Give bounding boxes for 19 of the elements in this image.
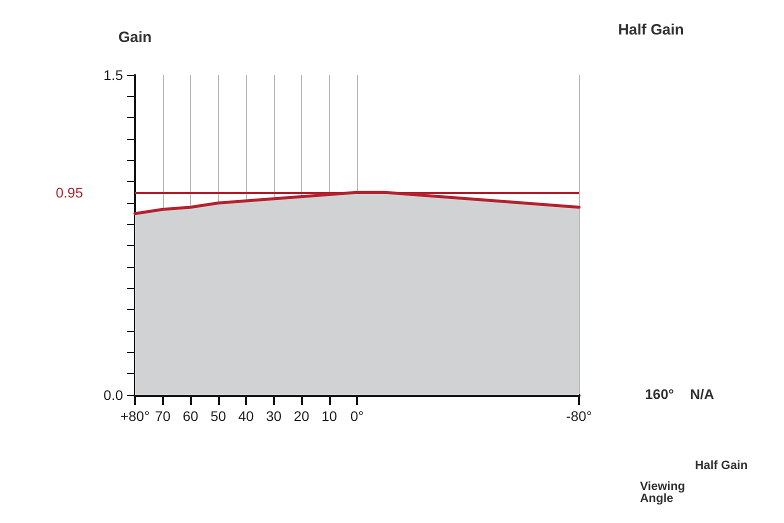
text: Viewing Angle — [640, 479, 688, 505]
x-tick-label: 50 — [210, 408, 226, 424]
x-tick-label: 60 — [182, 408, 198, 424]
x-tick-label: 30 — [266, 408, 282, 424]
text: N/A — [690, 386, 714, 402]
text: Half Gain — [618, 22, 684, 38]
x-tick-label: +80° — [120, 408, 150, 424]
y-axis-title: Gain — [118, 29, 152, 46]
x-tick-label: 40 — [238, 408, 254, 424]
ref-line-label: 0.95 — [56, 184, 84, 200]
y-tick-label: 0.0 — [104, 387, 124, 403]
x-tick-label: 0° — [350, 408, 364, 424]
text: 160° — [645, 386, 674, 402]
y-tick-label: 1.5 — [104, 67, 124, 83]
x-tick-label: 10 — [321, 408, 338, 424]
text: Half Gain — [695, 458, 748, 472]
x-tick-label: 70 — [154, 408, 171, 424]
x-tick-label: 20 — [294, 408, 310, 424]
x-tick-label: -80° — [566, 408, 592, 424]
